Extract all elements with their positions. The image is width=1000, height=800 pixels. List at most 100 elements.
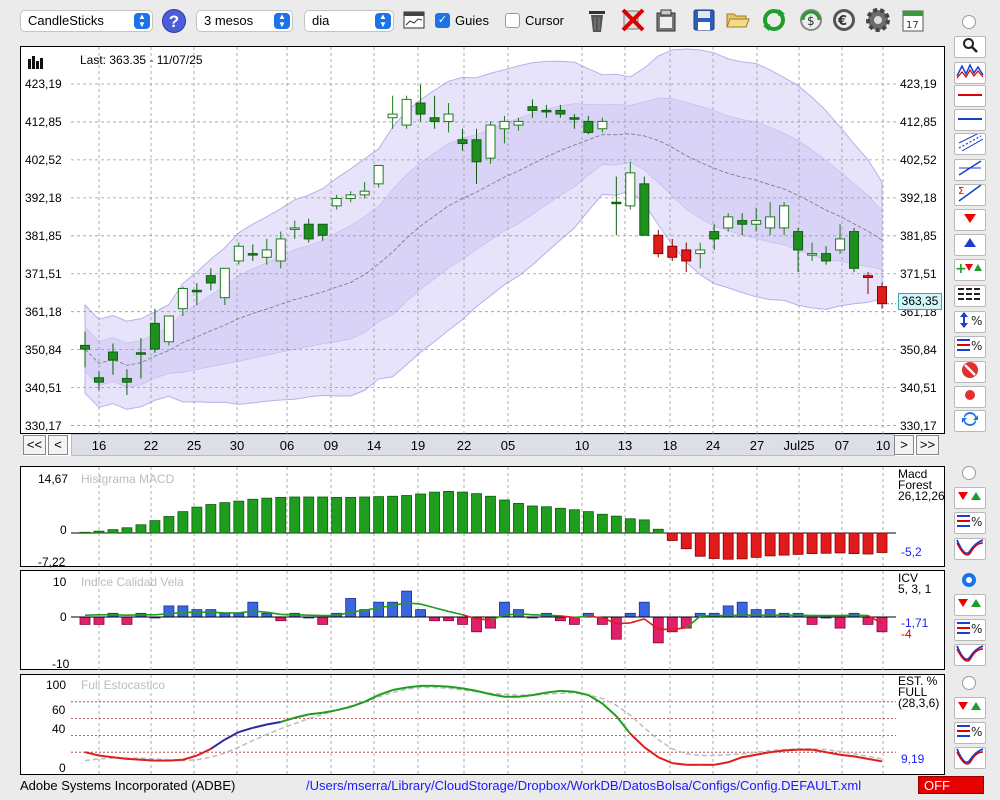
stoch-fast-line [266, 720, 281, 726]
gear-icon[interactable] [864, 6, 892, 34]
lines-percent-button[interactable]: % [954, 336, 986, 358]
stochastic-plot[interactable] [71, 675, 896, 776]
chart-type-select[interactable]: CandleSticks ▲ ▼ [20, 10, 153, 32]
icv-curve-button[interactable] [954, 644, 986, 666]
nav-next-button[interactable]: > [894, 435, 914, 455]
panel-radio-main[interactable] [962, 15, 976, 29]
price-plot[interactable] [71, 47, 896, 435]
candle-body [639, 183, 650, 236]
config-path-link[interactable]: /Users/mserra/Library/CloudStorage/Dropb… [306, 778, 862, 793]
stoch-fast-line [755, 751, 771, 756]
calendar-icon[interactable]: 17 [899, 6, 927, 34]
price-chart-panel[interactable]: Last: 363.35 - 11/07/25 423,19 412,85 402,… [20, 46, 945, 435]
sell-signal-button[interactable] [954, 209, 986, 231]
candle-body [163, 315, 174, 343]
macd-lines-percent-button[interactable]: % [954, 512, 986, 534]
svg-text:%: % [971, 622, 982, 636]
scale-percent-button[interactable]: % [954, 311, 986, 333]
mode-off-badge[interactable]: OFF [918, 776, 984, 794]
refresh-icon[interactable] [760, 6, 788, 34]
euro-icon[interactable]: € [830, 6, 858, 34]
stoch-fast-line [629, 732, 645, 748]
macd-bar [275, 496, 287, 534]
macd-plot[interactable] [71, 467, 896, 568]
macd-bar [568, 509, 580, 534]
guides-checkbox[interactable]: ✓ [435, 13, 450, 28]
stoch-fast-line [224, 731, 240, 741]
add-signals-button[interactable]: + [954, 259, 986, 281]
stoch-curve-button[interactable] [954, 747, 986, 769]
indicator-chart-button[interactable] [954, 62, 986, 84]
trendline-tool-button[interactable] [954, 159, 986, 181]
candle-body [93, 377, 104, 383]
candle-body [709, 231, 720, 240]
record-button[interactable] [954, 386, 986, 408]
stoch-fast-line [448, 685, 463, 690]
panel-radio-stoch[interactable] [962, 676, 976, 690]
nav-first-button[interactable]: << [23, 435, 46, 455]
macd-bar [331, 496, 343, 534]
candle-body [625, 172, 636, 207]
stoch-fast-line [336, 705, 351, 712]
icv-lines-percent-button[interactable]: % [954, 619, 986, 641]
stoch-fast-line [392, 686, 407, 692]
stoch-fast-line [770, 749, 785, 754]
horizontal-line-blue-button[interactable] [954, 109, 986, 131]
icv-y-tick: 10 [53, 575, 67, 589]
chevron-updown-icon: ▲ ▼ [134, 13, 150, 29]
stoch-lines-percent-button[interactable]: % [954, 722, 986, 744]
buy-signal-button[interactable] [954, 234, 986, 256]
save-icon[interactable] [690, 6, 718, 34]
zoom-button[interactable] [954, 36, 986, 58]
panel-radio-macd[interactable] [962, 466, 976, 480]
chart-window-icon[interactable] [401, 6, 427, 34]
stoch-fast-line [532, 691, 547, 697]
macd-bar [666, 532, 678, 541]
macd-curve-button[interactable] [954, 538, 986, 560]
lines-percent-icon: % [956, 723, 984, 743]
candle-body [737, 220, 748, 225]
icv-plot[interactable] [71, 571, 896, 671]
icv-bar [373, 601, 385, 618]
price-y-tick-right: 392,18 [900, 190, 937, 205]
swap-button[interactable] [954, 410, 986, 432]
icv-panel[interactable]: Indice Calidad Vela 10 0 -10 ICV 5, 3, 1… [20, 570, 945, 671]
icv-bar [624, 612, 636, 618]
candle-body [499, 120, 510, 130]
fibonacci-tool-button[interactable]: Σ [954, 184, 986, 206]
svg-text:$: $ [807, 14, 815, 28]
stoch-fast-line [839, 753, 855, 758]
candle-body [233, 245, 244, 262]
panel-radio-icv[interactable] [962, 573, 976, 587]
no-entry-button[interactable] [954, 361, 986, 383]
icv-signal-line [238, 610, 253, 614]
channel-tool-button[interactable] [954, 133, 986, 155]
table-lines-button[interactable] [954, 285, 986, 307]
stoch-signals-button[interactable] [954, 697, 986, 719]
horizontal-line-red-button[interactable] [954, 85, 986, 107]
trash-icon[interactable] [583, 6, 611, 34]
delete-icon[interactable] [619, 6, 647, 34]
icv-signals-button[interactable] [954, 594, 986, 616]
update-dollar-icon[interactable]: $ [797, 6, 825, 34]
interval-select[interactable]: dia ▲ ▼ [304, 10, 394, 32]
date-label: 13 [617, 438, 633, 453]
macd-signals-button[interactable] [954, 487, 986, 509]
folder-open-icon[interactable] [724, 6, 752, 34]
help-icon[interactable]: ? [162, 9, 186, 33]
date-label: 19 [410, 438, 426, 453]
nav-prev-button[interactable]: < [48, 435, 68, 455]
date-scroll-strip[interactable]: 16 22 25 30 06 09 14 19 22 05 10 13 18 24 27 Jul25 07 10 [71, 434, 895, 456]
stochastic-panel[interactable]: Full Estocastico 100 60 40 0 EST. % FULL… [20, 674, 945, 776]
candle-body [80, 344, 90, 350]
stoch-fast-line [434, 684, 449, 688]
candle-body [527, 106, 538, 111]
cursor-checkbox[interactable] [505, 13, 520, 28]
clipboard-icon[interactable] [652, 6, 680, 34]
arrow-down-red-icon [963, 211, 977, 229]
nav-last-button[interactable]: >> [916, 435, 939, 455]
macd-panel[interactable]: Histgrama MACD 14,67 0 -7,22 Macd Forest… [20, 466, 945, 569]
macd-bar [555, 507, 566, 534]
icv-params: 5, 3, 1 [898, 582, 932, 596]
period-select[interactable]: 3 mesos ▲ ▼ [196, 10, 293, 32]
